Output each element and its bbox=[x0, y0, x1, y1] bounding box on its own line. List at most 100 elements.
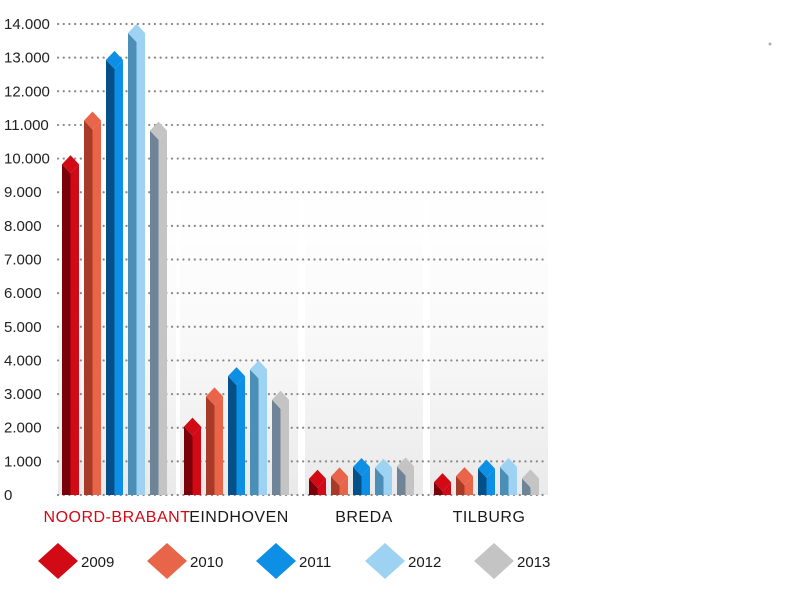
group-panel-3 bbox=[430, 150, 548, 495]
bar-face-left bbox=[184, 426, 193, 495]
bar-top bbox=[106, 50, 123, 69]
bar-top bbox=[331, 467, 348, 486]
legend-label: 2010 bbox=[190, 554, 223, 571]
bar bbox=[128, 24, 145, 495]
bar-top bbox=[62, 155, 79, 174]
y-tick-label: 4.000 bbox=[4, 352, 42, 369]
y-tick-label: 8.000 bbox=[4, 218, 42, 235]
category-label: TILBURG bbox=[453, 509, 526, 526]
bar-face-left bbox=[206, 396, 215, 495]
bar-face-right bbox=[508, 466, 517, 495]
bar-face-right bbox=[464, 476, 473, 495]
bar-top bbox=[150, 121, 167, 140]
legend-item: 2011 bbox=[256, 543, 331, 579]
bar-face-right bbox=[442, 482, 451, 495]
bar bbox=[62, 155, 79, 495]
y-tick-label: 1.000 bbox=[4, 453, 42, 470]
bar bbox=[434, 473, 451, 495]
y-tick-label: 6.000 bbox=[4, 285, 42, 302]
bar bbox=[456, 467, 473, 495]
y-tick-label: 13.000 bbox=[4, 50, 50, 67]
group-panel-2 bbox=[305, 150, 423, 495]
bar-face-right bbox=[258, 369, 267, 495]
y-tick-label: 9.000 bbox=[4, 184, 42, 201]
bar-face-right bbox=[114, 59, 123, 496]
bar bbox=[272, 390, 289, 495]
y-tick-label: 0 bbox=[4, 487, 12, 504]
y-tick-label: 5.000 bbox=[4, 319, 42, 336]
bar bbox=[106, 50, 123, 496]
bar-top bbox=[184, 417, 201, 436]
bar-face-left bbox=[62, 164, 71, 495]
bar-face-right bbox=[361, 466, 370, 495]
legend-item: 2009 bbox=[38, 543, 114, 579]
legend-diamond-icon bbox=[365, 543, 405, 579]
bar bbox=[84, 111, 101, 495]
bar bbox=[228, 367, 245, 495]
y-tick-label: 11.000 bbox=[4, 117, 49, 134]
bar bbox=[375, 458, 392, 495]
bar-top bbox=[353, 457, 370, 476]
bar-top bbox=[128, 24, 145, 42]
y-tick-label: 12.000 bbox=[4, 83, 50, 100]
bar-face-right bbox=[486, 468, 495, 495]
category-label: EINDHOVEN bbox=[189, 509, 289, 526]
bar-face-left bbox=[250, 369, 259, 495]
bar-face-left bbox=[456, 476, 465, 495]
bar-face-left bbox=[84, 120, 93, 495]
bar-face-left bbox=[478, 468, 487, 495]
bar bbox=[500, 457, 517, 495]
bar bbox=[250, 360, 267, 495]
bar-face-right bbox=[383, 467, 392, 495]
legend-label: 2013 bbox=[517, 554, 550, 571]
bar-face-right bbox=[317, 478, 326, 495]
decorative-dot bbox=[768, 42, 772, 46]
bar-top bbox=[456, 467, 473, 486]
bar-face-right bbox=[339, 476, 348, 495]
y-tick-label: 10.000 bbox=[4, 151, 50, 168]
bar bbox=[478, 459, 495, 495]
bar bbox=[206, 387, 223, 495]
category-label: NOORD-BRABANT bbox=[44, 509, 191, 526]
bar-top bbox=[250, 360, 267, 379]
bar bbox=[353, 457, 370, 495]
legend-diamond-icon bbox=[256, 543, 296, 579]
legend-item: 2012 bbox=[365, 543, 441, 579]
legend-item: 2010 bbox=[147, 543, 223, 579]
category-label: BREDA bbox=[335, 509, 393, 526]
bar-face-right bbox=[405, 466, 414, 495]
legend-label: 2012 bbox=[408, 554, 441, 571]
legend-item: 2013 bbox=[474, 543, 550, 579]
bar-top bbox=[84, 111, 101, 130]
bar-face-left bbox=[434, 482, 443, 495]
bar bbox=[150, 121, 167, 496]
y-tick-label: 3.000 bbox=[4, 386, 42, 403]
bar-face-left bbox=[309, 478, 318, 495]
bar-face-left bbox=[500, 466, 509, 495]
bar-face-right bbox=[236, 376, 245, 495]
bar bbox=[331, 467, 348, 495]
bar-face-left bbox=[106, 59, 115, 496]
bar bbox=[522, 469, 539, 495]
bar-face-left bbox=[331, 476, 340, 495]
bar-face-left bbox=[375, 467, 384, 495]
legend-diamond-icon bbox=[474, 543, 514, 579]
bar-top bbox=[500, 457, 517, 476]
bar-face-left bbox=[353, 466, 362, 495]
bar-face-right bbox=[530, 478, 539, 495]
legend-diamond-icon bbox=[147, 543, 187, 579]
bar-top bbox=[375, 458, 392, 477]
bar-top bbox=[228, 367, 245, 386]
bar bbox=[184, 417, 201, 495]
bar bbox=[309, 469, 326, 495]
bar-face-left bbox=[228, 376, 237, 495]
bar-face-right bbox=[158, 130, 167, 496]
y-tick-label: 7.000 bbox=[4, 252, 42, 269]
bar-top bbox=[522, 469, 539, 488]
legend-label: 2009 bbox=[81, 554, 114, 571]
y-tick-label: 14.000 bbox=[4, 16, 50, 33]
bar-top bbox=[478, 459, 495, 478]
bar-top bbox=[309, 469, 326, 488]
bar bbox=[397, 457, 414, 495]
